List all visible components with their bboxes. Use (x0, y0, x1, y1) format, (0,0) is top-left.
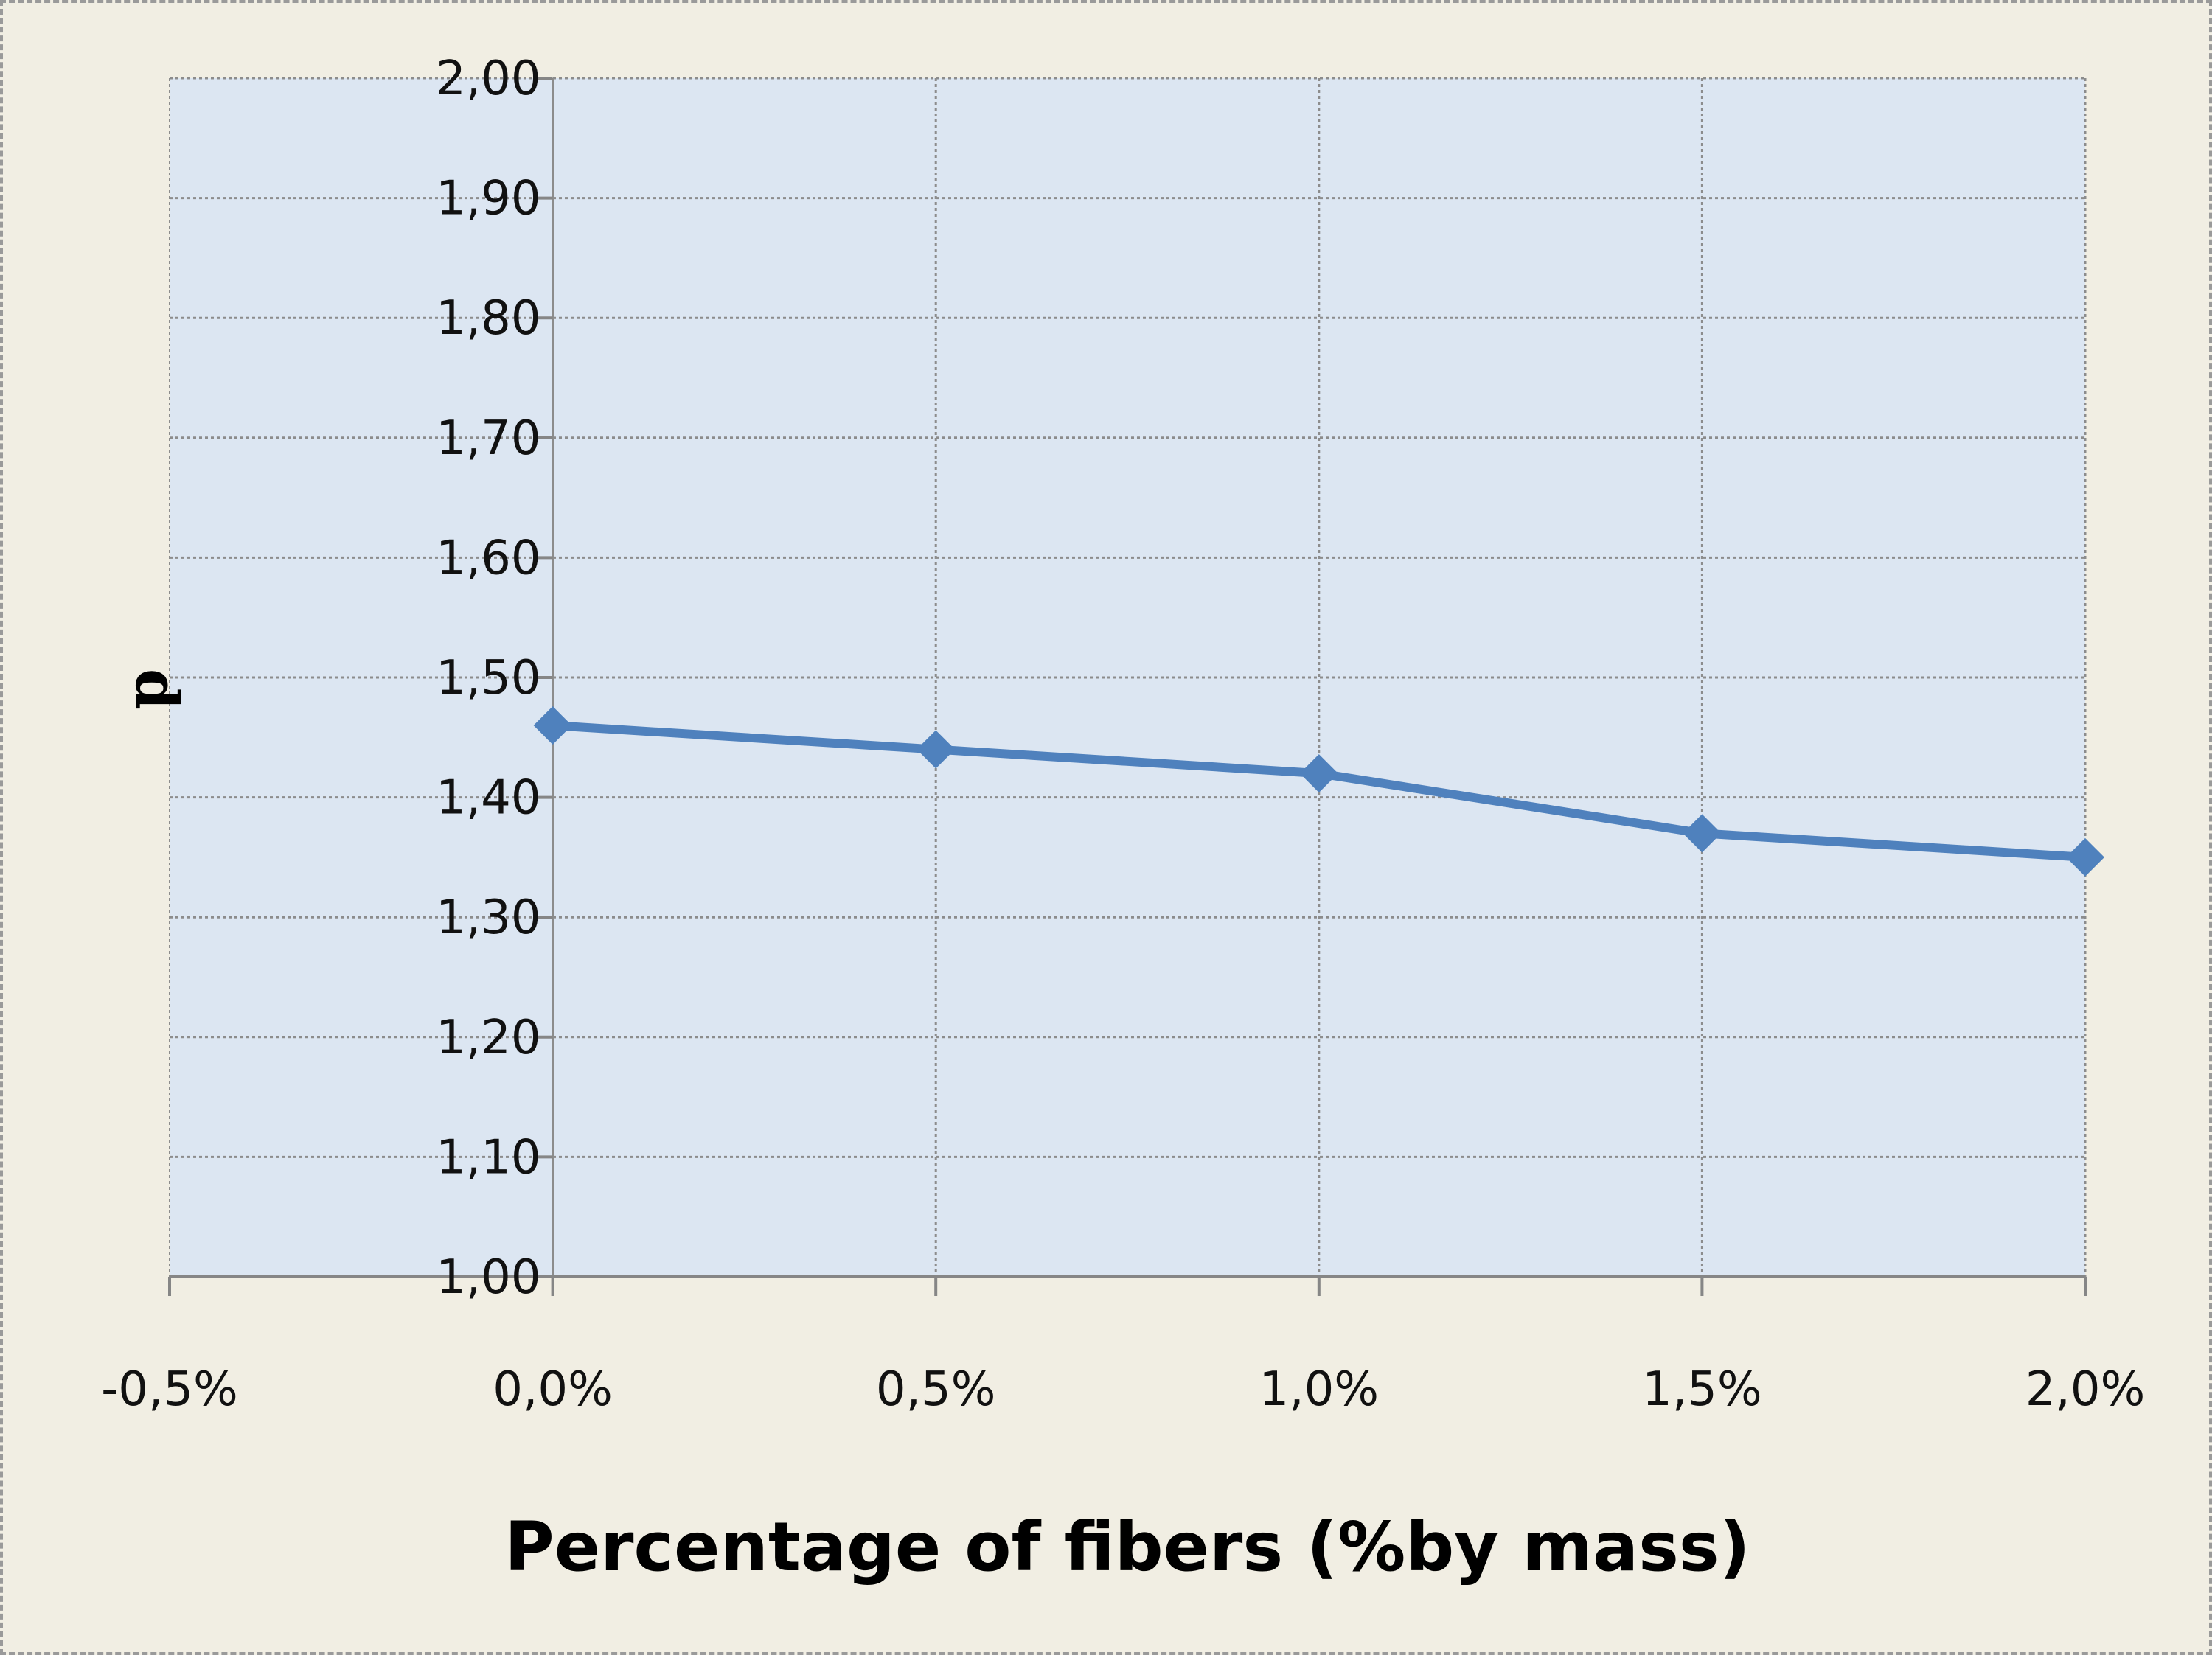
y-axis-title: d (122, 669, 192, 710)
data-point-marker (2066, 837, 2104, 877)
x-tick-label: 1,5% (1642, 1362, 1762, 1417)
data-point-marker (1299, 754, 1338, 793)
data-point-marker (533, 706, 572, 745)
y-tick-label: 1,00 (436, 1250, 541, 1305)
y-tick-label: 1,90 (436, 172, 541, 226)
data-point-marker (1683, 814, 1722, 853)
x-tick-label: -0,5% (101, 1362, 238, 1417)
y-tick-label: 1,60 (436, 531, 541, 585)
axes (168, 77, 2087, 1296)
y-tick-label: 1,20 (436, 1011, 541, 1065)
y-tick-label: 1,10 (436, 1130, 541, 1185)
y-tick-label: 1,80 (436, 291, 541, 346)
x-tick-label: 2,0% (2025, 1362, 2146, 1417)
y-tick-label: 1,50 (436, 651, 541, 705)
x-axis-title: Percentage of fibers (%by mass) (504, 1508, 1750, 1586)
y-tick-label: 1,40 (436, 771, 541, 826)
x-axis-tick-labels: -0,5% 0,0% 0,5% 1,0% 1,5% 2,0% (101, 1362, 2145, 1417)
series-group (533, 706, 2104, 877)
data-point-marker (917, 730, 956, 769)
y-tick-label: 1,70 (436, 411, 541, 466)
y-tick-label: 1,30 (436, 891, 541, 945)
x-tick-label: 1,0% (1259, 1362, 1380, 1417)
x-tick-label: 0,0% (493, 1362, 613, 1417)
x-tick-label: 0,5% (876, 1362, 996, 1417)
y-tick-label: 2,00 (436, 52, 541, 106)
y-axis-tick-labels: 1,00 1,10 1,20 1,30 1,40 1,50 1,60 1,70 1,80 1,90… (436, 52, 541, 1305)
grid-lines (170, 77, 2087, 1277)
